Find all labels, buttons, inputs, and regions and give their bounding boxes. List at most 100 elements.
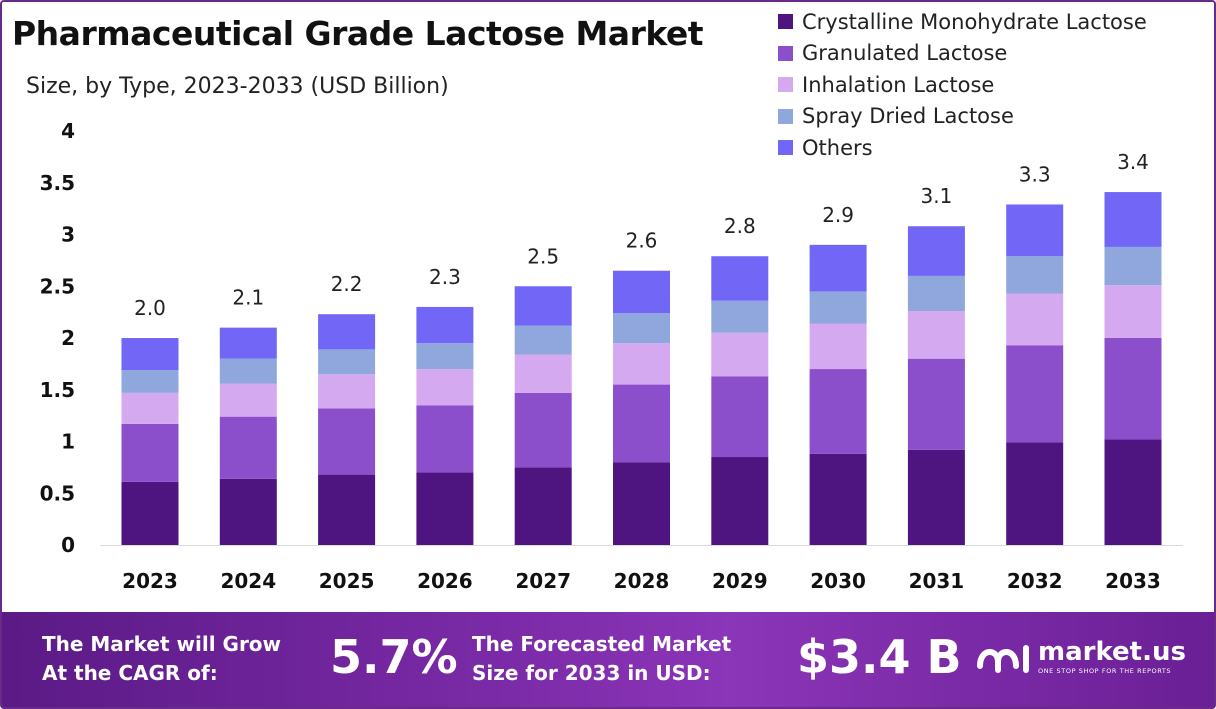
bar-segment: [907, 275, 965, 312]
bar-total-label: 3.3: [1019, 162, 1051, 186]
bar-segment: [711, 457, 769, 545]
legend-label: Spray Dried Lactose: [802, 104, 1014, 129]
brand-name: market.us: [1038, 636, 1186, 667]
bar-segment: [416, 472, 474, 545]
bar-segment: [121, 423, 179, 482]
x-tick-label: 2032: [1007, 569, 1063, 593]
bar-segment: [219, 327, 277, 359]
y-tick-label: 4: [61, 119, 75, 143]
legend-swatch: [778, 14, 793, 30]
bar-segment: [1006, 442, 1064, 545]
legend-swatch: [778, 140, 793, 156]
bar-segment: [416, 343, 474, 370]
bar-total-label: 2.2: [331, 272, 363, 296]
y-tick-label: 3.5: [40, 171, 75, 195]
bar-segment: [514, 392, 572, 468]
x-tick-label: 2031: [909, 569, 965, 593]
bar-segment: [416, 405, 474, 473]
brand-logo: market.us ONE STOP SHOP FOR THE REPORTS: [976, 636, 1186, 676]
bar-segment: [318, 408, 376, 475]
y-tick-label: 1: [61, 430, 75, 454]
bar-segment: [318, 474, 376, 545]
bar-segment: [219, 383, 277, 417]
bar-segment: [809, 369, 867, 454]
bar-segment: [907, 358, 965, 450]
forecast-value: $3.4 B: [797, 630, 962, 684]
bar-segment: [809, 323, 867, 370]
x-tick-label: 2030: [810, 569, 866, 593]
legend-label: Crystalline Monohydrate Lactose: [802, 9, 1147, 34]
forecast-label-line1: The Forecasted Market: [472, 632, 732, 656]
bar-segment: [1104, 439, 1162, 545]
bar-total-label: 3.4: [1117, 150, 1149, 174]
stacked-bar-chart: 0 0.5 1 1.5 2 2.5 3 3.5 4 2.0 2023 2.1 2024 2.2 2025 2.…: [40, 119, 1183, 593]
bar-segment: [711, 376, 769, 458]
forecast-label-line2: Size for 2033 in USD:: [472, 661, 711, 685]
chart-legend: Crystalline Monohydrate Lactose Granulate…: [778, 6, 1147, 164]
y-tick-label: 1.5: [40, 378, 75, 402]
bar-segment: [711, 300, 769, 333]
y-tick-label: 0.5: [40, 481, 75, 505]
x-tick-label: 2023: [122, 569, 178, 593]
bar-segment: [907, 226, 965, 276]
bar-segment: [613, 270, 670, 314]
x-tick-label: 2026: [417, 569, 473, 593]
bar-segment: [711, 332, 769, 377]
bar-segment: [1006, 256, 1064, 294]
bar-segment: [907, 449, 965, 545]
bar-segment: [1104, 192, 1162, 247]
market-us-logo-icon: [977, 645, 1029, 673]
bar-segment: [613, 384, 670, 463]
chart-subtitle: Size, by Type, 2023-2033 (USD Billion): [26, 74, 449, 99]
bar-total-label: 2.5: [527, 244, 559, 268]
bar-segment: [514, 467, 572, 545]
y-tick-label: 2.5: [40, 274, 75, 298]
y-tick-label: 3: [61, 223, 75, 247]
cagr-value: 5.7%: [330, 630, 458, 684]
x-tick-label: 2025: [319, 569, 375, 593]
bar-segment: [514, 354, 572, 393]
legend-item: Inhalation Lactose: [778, 69, 1147, 101]
legend-item: Crystalline Monohydrate Lactose: [778, 6, 1147, 38]
bar-segment: [1104, 285, 1162, 338]
bar-segment: [1006, 204, 1064, 257]
bar-segment: [416, 306, 474, 344]
bar-total-label: 3.1: [920, 184, 952, 208]
bar-segment: [907, 311, 965, 359]
bar-segment: [121, 338, 179, 371]
chart-title: Pharmaceutical Grade Lactose Market: [12, 14, 704, 53]
x-tick-label: 2027: [515, 569, 571, 593]
x-tick-label: 2033: [1105, 569, 1161, 593]
forecast-label: The Forecasted Market Size for 2033 in U…: [472, 630, 731, 688]
cagr-label: The Market will Grow At the CAGR of:: [42, 630, 281, 688]
legend-label: Granulated Lactose: [802, 41, 1008, 66]
y-tick-label: 2: [61, 326, 75, 350]
bar-total-label: 2.1: [232, 286, 264, 310]
bar-segment: [318, 374, 376, 409]
bar-segment: [613, 462, 670, 545]
bar-total-label: 2.6: [626, 229, 658, 253]
bar-segment: [1006, 345, 1064, 443]
x-tick-label: 2024: [220, 569, 276, 593]
brand-tagline: ONE STOP SHOP FOR THE REPORTS: [1038, 666, 1172, 675]
bar-segment: [219, 416, 277, 479]
bar-segment: [809, 291, 867, 324]
legend-item: Granulated Lactose: [778, 38, 1147, 70]
legend-item: Others: [778, 132, 1147, 164]
bar-segment: [809, 244, 867, 292]
bar-segment: [1104, 338, 1162, 440]
bar-segment: [514, 325, 572, 355]
bar-segment: [121, 481, 179, 545]
bar-segment: [711, 256, 769, 301]
bar-segment: [613, 313, 670, 344]
x-tick-label: 2029: [712, 569, 768, 593]
legend-label: Others: [802, 135, 873, 160]
legend-item: Spray Dried Lactose: [778, 101, 1147, 133]
legend-swatch: [778, 45, 793, 61]
footer-banner: The Market will Grow At the CAGR of: 5.7…: [2, 612, 1214, 707]
bar-segment: [809, 453, 867, 545]
bar-segment: [318, 349, 376, 375]
cagr-label-line1: The Market will Grow: [42, 632, 282, 656]
bar-total-label: 2.3: [429, 265, 461, 289]
bar-segment: [1006, 293, 1064, 346]
